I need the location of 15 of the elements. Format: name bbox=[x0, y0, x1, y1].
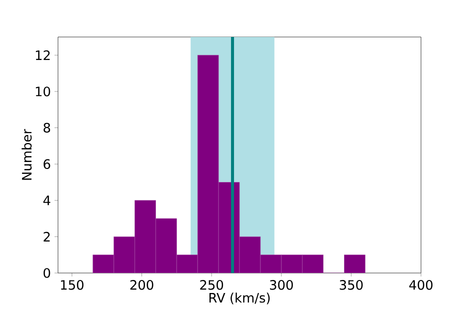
y-axis-title: Number bbox=[22, 128, 32, 180]
x-axis-title: RV (km/s) bbox=[209, 292, 270, 304]
y-tick-label: 2 bbox=[44, 232, 50, 242]
y-tick-label: 12 bbox=[36, 50, 50, 60]
y-tick-label: 0 bbox=[44, 268, 50, 278]
x-tick-label: 400 bbox=[409, 280, 432, 290]
x-tick-label: 200 bbox=[130, 280, 154, 290]
x-tick-label: 350 bbox=[340, 280, 363, 290]
y-tick-label: 10 bbox=[36, 86, 50, 96]
x-tick-label: 150 bbox=[61, 280, 84, 290]
y-tick-label: 8 bbox=[44, 122, 50, 133]
y-tick-label: 4 bbox=[43, 196, 50, 206]
x-tick-label: 250 bbox=[200, 280, 224, 290]
x-tick-label: 300 bbox=[270, 280, 293, 290]
y-tick-label: 6 bbox=[44, 159, 50, 169]
